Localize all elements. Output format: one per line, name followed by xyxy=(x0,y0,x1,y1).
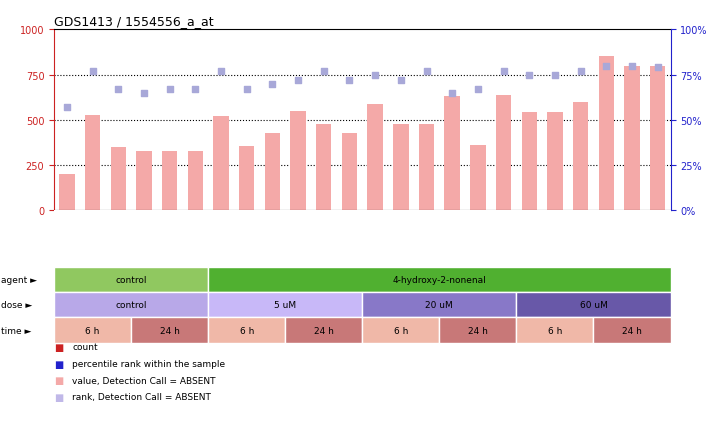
Bar xyxy=(208,318,286,343)
Bar xyxy=(393,125,409,211)
Bar xyxy=(650,66,665,211)
Bar xyxy=(516,318,593,343)
Text: ■: ■ xyxy=(54,342,63,352)
Text: 20 uM: 20 uM xyxy=(425,301,454,309)
Point xyxy=(164,86,175,93)
Point xyxy=(61,105,73,112)
Text: control: control xyxy=(115,301,147,309)
Bar xyxy=(136,151,151,211)
Bar xyxy=(516,293,671,318)
Point xyxy=(652,65,663,72)
Point xyxy=(292,77,304,84)
Point xyxy=(138,90,150,97)
Point xyxy=(497,69,509,76)
Bar xyxy=(496,95,511,211)
Text: 60 uM: 60 uM xyxy=(580,301,607,309)
Point xyxy=(216,69,227,76)
Text: rank, Detection Call = ABSENT: rank, Detection Call = ABSENT xyxy=(72,392,211,401)
Point xyxy=(267,81,278,88)
Text: 6 h: 6 h xyxy=(239,326,254,335)
Bar xyxy=(110,148,126,211)
Point xyxy=(421,69,433,76)
Bar xyxy=(208,267,671,293)
Point xyxy=(190,86,201,93)
Bar xyxy=(187,151,203,211)
Bar xyxy=(521,112,537,211)
Bar xyxy=(213,117,229,211)
Bar xyxy=(286,318,362,343)
Point xyxy=(87,69,98,76)
Text: count: count xyxy=(72,343,98,352)
Bar xyxy=(624,66,640,211)
Text: 5 uM: 5 uM xyxy=(274,301,296,309)
Bar xyxy=(362,318,439,343)
Bar xyxy=(239,147,255,211)
Text: 4-hydroxy-2-nonenal: 4-hydroxy-2-nonenal xyxy=(392,276,486,284)
Bar xyxy=(59,175,75,211)
Point xyxy=(549,72,561,79)
Bar xyxy=(362,293,516,318)
Point xyxy=(369,72,381,79)
Bar xyxy=(470,146,485,211)
Point xyxy=(446,90,458,97)
Bar xyxy=(291,112,306,211)
Text: 24 h: 24 h xyxy=(468,326,488,335)
Bar xyxy=(573,102,588,211)
Bar xyxy=(265,133,280,211)
Point xyxy=(395,77,407,84)
Bar xyxy=(439,318,516,343)
Text: ■: ■ xyxy=(54,392,63,401)
Bar xyxy=(598,56,614,211)
Bar xyxy=(419,125,434,211)
Bar xyxy=(316,125,332,211)
Text: 24 h: 24 h xyxy=(160,326,180,335)
Bar xyxy=(85,115,100,211)
Point xyxy=(627,63,638,70)
Text: 6 h: 6 h xyxy=(548,326,562,335)
Point xyxy=(523,72,535,79)
Bar xyxy=(54,318,131,343)
Bar xyxy=(444,96,460,211)
Point xyxy=(472,86,484,93)
Text: control: control xyxy=(115,276,147,284)
Point xyxy=(318,69,329,76)
Text: 24 h: 24 h xyxy=(622,326,642,335)
Point xyxy=(601,63,612,70)
Bar xyxy=(208,293,362,318)
Point xyxy=(344,77,355,84)
Text: time ►: time ► xyxy=(1,326,31,335)
Text: 6 h: 6 h xyxy=(394,326,408,335)
Bar xyxy=(54,293,208,318)
Bar xyxy=(342,133,357,211)
Point xyxy=(575,69,586,76)
Point xyxy=(241,86,252,93)
Text: GDS1413 / 1554556_a_at: GDS1413 / 1554556_a_at xyxy=(54,15,213,28)
Text: dose ►: dose ► xyxy=(1,301,32,309)
Text: value, Detection Call = ABSENT: value, Detection Call = ABSENT xyxy=(72,376,216,385)
Text: ■: ■ xyxy=(54,359,63,368)
Text: 24 h: 24 h xyxy=(314,326,334,335)
Bar xyxy=(547,112,562,211)
Bar xyxy=(131,318,208,343)
Bar xyxy=(368,105,383,211)
Text: percentile rank within the sample: percentile rank within the sample xyxy=(72,359,225,368)
Bar xyxy=(54,267,208,293)
Bar xyxy=(162,151,177,211)
Text: agent ►: agent ► xyxy=(1,276,37,284)
Bar xyxy=(593,318,671,343)
Point xyxy=(112,86,124,93)
Text: 6 h: 6 h xyxy=(85,326,99,335)
Text: ■: ■ xyxy=(54,375,63,385)
